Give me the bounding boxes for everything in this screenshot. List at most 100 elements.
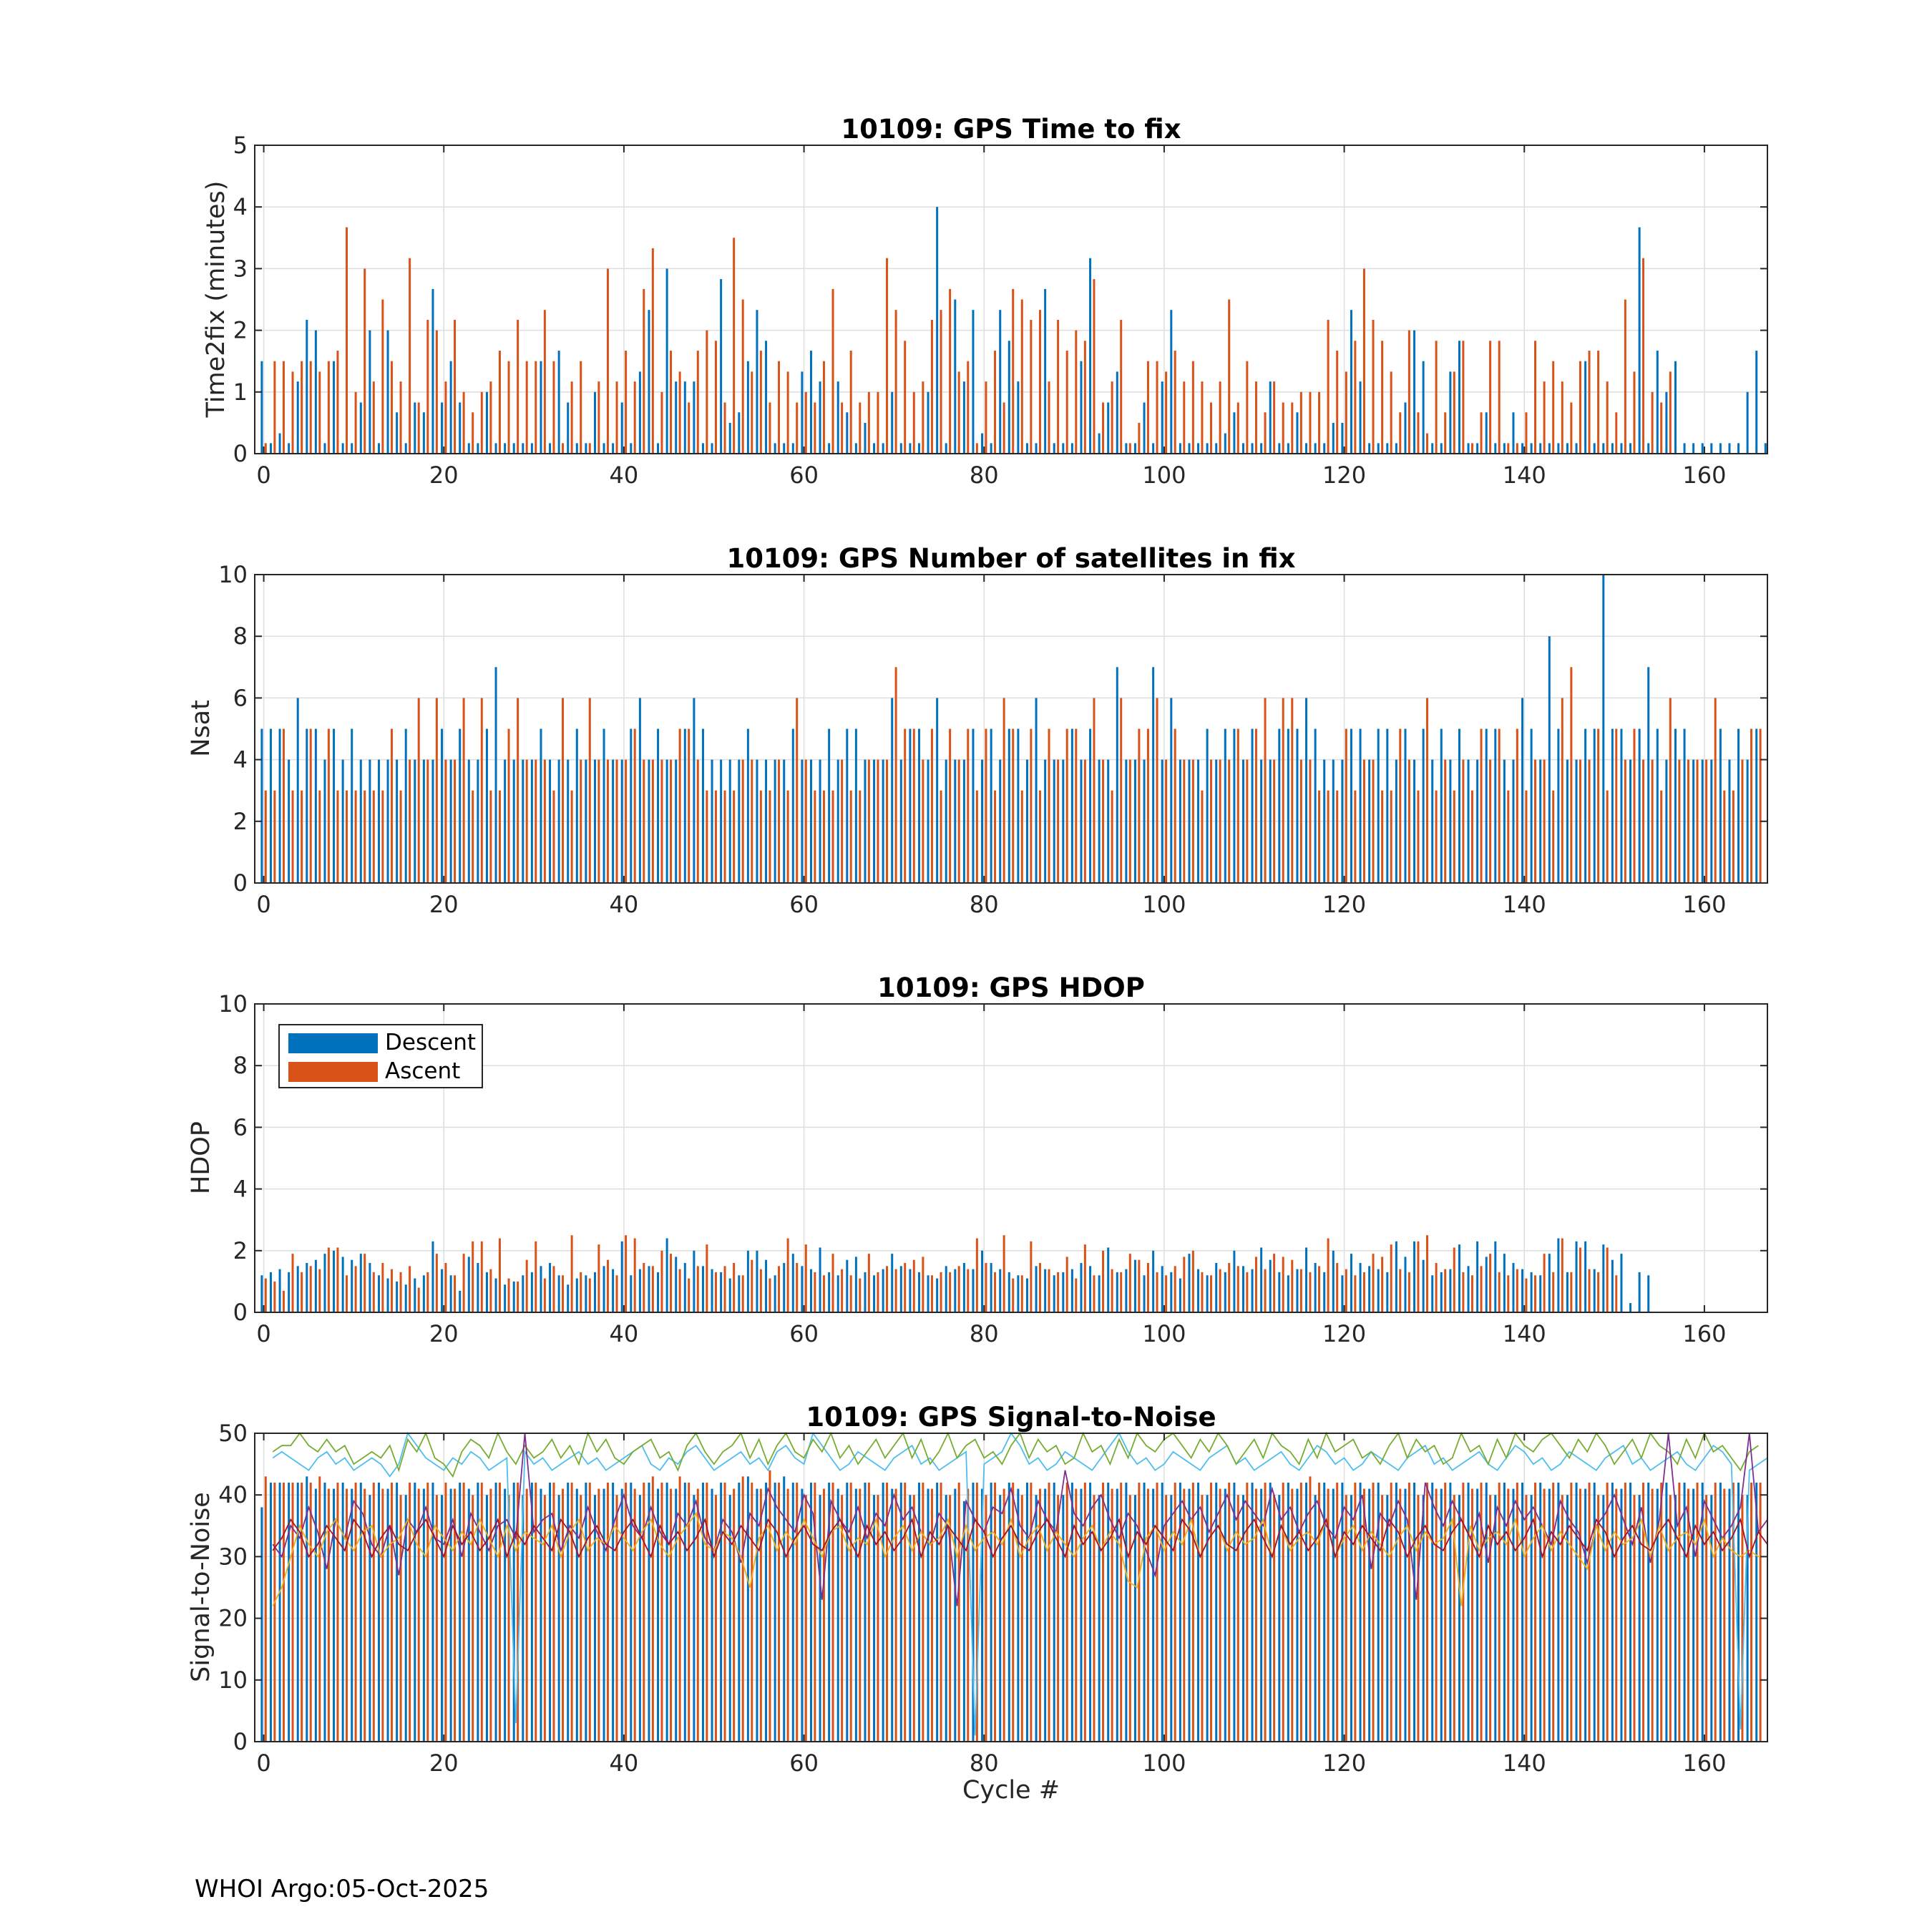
bar-ascent [1426,1235,1429,1312]
bar-ascent [1165,1495,1168,1742]
bar-descent [567,1482,570,1742]
bar-ascent [417,698,420,883]
bar-descent [791,728,794,883]
bar-descent [1584,361,1587,454]
bar-ascent [552,1482,555,1742]
bar-descent [1503,1482,1506,1742]
bar-ascent [1030,1482,1033,1742]
bar-descent [909,443,912,454]
bar-descent [1377,728,1380,883]
bar-ascent [597,1244,600,1312]
bar-descent [620,1241,623,1312]
bar-descent [711,443,713,454]
bar-descent [1323,759,1326,883]
bar-descent [1539,443,1542,454]
bar-descent [738,759,741,883]
bar-descent [1431,1275,1434,1312]
bar-descent [774,1482,776,1742]
bar-ascent [1345,1269,1347,1312]
bar-ascent [660,1482,663,1742]
bar-descent [1656,351,1659,454]
bar-ascent [1462,341,1465,454]
bar-descent [1089,258,1092,454]
bar-descent [1737,443,1740,454]
bar-descent [377,1275,380,1312]
y-tick-label: 50 [218,1420,248,1447]
bar-descent [701,1482,704,1742]
bar-descent [801,759,804,883]
bar-descent [990,1263,992,1312]
bar-descent [972,1269,975,1312]
bar-ascent [462,1254,465,1312]
bar-descent [756,759,758,883]
bar-descent [1161,759,1163,883]
bar-ascent [1020,790,1023,883]
bar-ascent [1327,1488,1330,1742]
bar-descent [602,1266,605,1312]
bar-descent [593,759,596,883]
bar-ascent [1660,1482,1663,1742]
bar-descent [1188,443,1191,454]
bar-descent [540,361,542,454]
bar-ascent [643,1482,645,1742]
bar-ascent [1057,1495,1060,1742]
bar-descent [1197,1269,1200,1312]
bar-descent [306,319,308,454]
bar-descent [1485,1257,1488,1312]
bar-ascent [1156,1482,1158,1742]
bar-descent [530,1482,533,1742]
bar-descent [557,1495,560,1742]
x-tick-label: 40 [610,891,639,918]
y-tick-label: 2 [233,317,248,344]
bar-descent [1413,1482,1416,1742]
bar-ascent [562,1488,565,1742]
bar-ascent [651,1266,654,1312]
bar-descent [1575,759,1578,883]
bar-ascent [1633,728,1636,883]
bar-ascent [1111,1488,1113,1742]
bar-descent [1107,759,1110,883]
bar-descent [1233,728,1236,883]
bar-ascent [606,268,609,454]
bar-ascent [1138,1482,1141,1742]
bar-ascent [1579,1488,1581,1742]
bar-ascent [1660,790,1663,883]
bar-ascent [1489,1254,1492,1312]
bar-descent [954,299,957,454]
bar-descent [882,1482,884,1742]
bar-descent [369,759,371,883]
bar-descent [1044,1488,1047,1742]
bar-descent [459,1482,462,1742]
bar-ascent [570,381,573,454]
bar-descent [1530,728,1533,883]
bar-descent [1161,381,1163,454]
bar-ascent [282,728,285,883]
x-tick-label: 60 [789,1750,819,1777]
bar-ascent [706,1244,708,1312]
bar-descent [1557,443,1560,454]
bar-descent [441,402,444,454]
bar-ascent [1407,330,1410,454]
bar-descent [630,443,633,454]
bar-descent [1215,1263,1218,1312]
bar-descent [1125,443,1128,454]
bar-ascent [1282,1482,1284,1742]
bar-descent [1575,1241,1578,1312]
bar-descent [477,1482,479,1742]
bar-ascent [1470,790,1473,883]
bar-descent [1143,759,1146,883]
bar-ascent [930,1488,933,1742]
bar-ascent [786,790,789,883]
bar-descent [278,1482,281,1742]
bar-descent [917,1272,920,1312]
bar-ascent [949,1272,952,1312]
bar-descent [746,1476,749,1742]
bar-ascent [435,330,438,454]
bar-descent [1467,759,1470,883]
chart-title: 10109: GPS Signal-to-Noise [806,1402,1216,1433]
bar-ascent [282,1482,285,1742]
bar-descent [1638,1272,1641,1312]
bar-descent [945,1266,947,1312]
bar-descent [1323,1272,1326,1312]
bar-descent [1701,1482,1704,1742]
